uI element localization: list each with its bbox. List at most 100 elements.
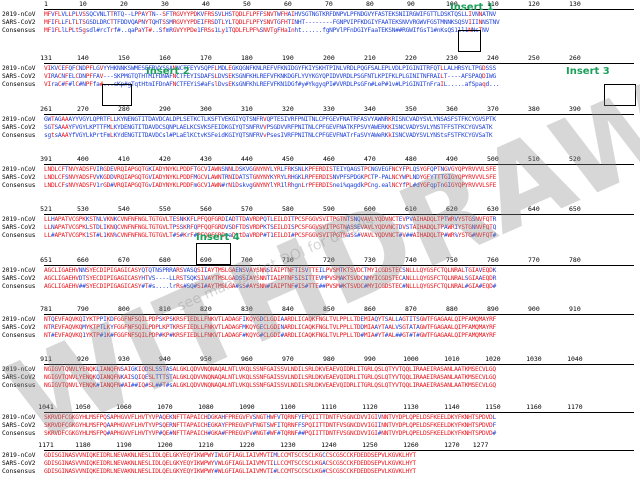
sequence-row: NTREVFAQVKQMYKTPTLKYFGGFNFSQILPDPLKPTKRS…	[44, 324, 497, 331]
sequence-row: LLHAPATVCGPKKSTNLVKNKCVNFNFNGLTGTGVLTESN…	[44, 216, 497, 223]
position-number: 1000	[403, 355, 419, 363]
position-number: 261	[40, 105, 52, 113]
position-number: 840	[282, 305, 294, 313]
position-number: 600	[364, 205, 376, 213]
position-number: 220	[405, 54, 417, 62]
position-number: 630	[487, 205, 499, 213]
position-number: 651	[40, 256, 52, 264]
position-number: 780	[569, 256, 581, 264]
position-number: 430	[200, 155, 212, 163]
position-number: 500	[487, 155, 499, 163]
position-number: 350	[405, 105, 417, 113]
sequence-row: LNDLCFSNVYADSFVVKGDDVRQIAPGQTGVIADYNYKLP…	[44, 174, 497, 181]
position-number: 830	[241, 305, 253, 313]
position-number: 1050	[75, 403, 91, 411]
sequence-label: Consensus	[2, 283, 36, 290]
position-number: 781	[40, 305, 52, 313]
position-number: 50	[242, 0, 251, 8]
alignment-block: 911 920 930 940 950 960 970 980 990 1000 1010 1020 1…	[0, 355, 640, 395]
position-number: 810	[159, 305, 171, 313]
position-number: 1230	[280, 441, 296, 449]
position-ruler	[44, 164, 634, 165]
position-number: 1070	[157, 403, 173, 411]
sequence-label: 2019-nCoV	[2, 11, 36, 18]
sequence-label: Consensus	[2, 332, 36, 339]
position-number: 1240	[321, 441, 337, 449]
position-ruler	[44, 9, 634, 10]
sequence-label: 2019-nCoV	[2, 414, 36, 421]
position-number: 160	[159, 54, 171, 62]
sequence-row: AGCLIGAEHVDTSYECDIPIGAGICASYHTVS----LLRS…	[44, 275, 497, 282]
position-number: 1277	[472, 441, 489, 449]
position-number: 580	[282, 205, 294, 213]
insert-2-label: Insert 2	[146, 66, 190, 77]
position-number: 890	[487, 305, 499, 313]
insert-3-box	[604, 84, 636, 106]
position-number: 1210	[198, 441, 214, 449]
position-number: 1250	[362, 441, 378, 449]
sequence-label: SARS-CoV2	[2, 374, 36, 381]
position-number: 740	[405, 256, 417, 264]
position-ruler	[44, 450, 634, 451]
position-number: 370	[487, 105, 499, 113]
position-number: 850	[323, 305, 335, 313]
position-number: 970	[282, 355, 294, 363]
position-number: 510	[528, 155, 540, 163]
position-number: 860	[364, 305, 376, 313]
position-ruler	[44, 364, 634, 365]
sequence-label: 2019-nCoV	[2, 316, 36, 323]
position-number: 820	[200, 305, 212, 313]
position-number: 300	[200, 105, 212, 113]
sequence-row: SKRVDFCGKGYHLMSFPQAAPHGVVFLHVTYVPSQERNFT…	[44, 422, 496, 429]
position-number: 1150	[485, 403, 501, 411]
position-number: 730	[364, 256, 376, 264]
sequence-row: SKRVDFCGKGYHLMSFPQSAPHGVVFLHVTYVPAQEKNFT…	[44, 414, 496, 421]
position-number: 770	[528, 256, 540, 264]
position-ruler	[44, 63, 634, 64]
position-number: 190	[282, 54, 294, 62]
position-number: 140	[77, 54, 89, 62]
position-ruler	[44, 412, 634, 413]
position-number: 480	[405, 155, 417, 163]
position-number: 420	[159, 155, 171, 163]
position-ruler	[44, 265, 634, 266]
position-number: 750	[446, 256, 458, 264]
position-ruler	[44, 314, 634, 315]
sequence-label: 2019-nCoV	[2, 216, 36, 223]
alignment-block: 261 270 280 290 300 310 320 330 340 350 360 370 380 3…	[0, 105, 640, 145]
position-number: 120	[528, 0, 540, 8]
position-number: 131	[40, 54, 52, 62]
alignment-block: 1171 1180 1190 1200 1210 1220 1230 1240 1250 1260…	[0, 441, 640, 481]
position-number: 1200	[157, 441, 173, 449]
position-number: 470	[364, 155, 376, 163]
position-number: 150	[118, 54, 130, 62]
position-number: 521	[40, 205, 52, 213]
position-number: 1010	[444, 355, 460, 363]
position-number: 391	[40, 155, 52, 163]
position-number: 60	[283, 0, 292, 8]
insert-4-label: Insert 4	[196, 232, 240, 243]
position-number: 110	[487, 0, 499, 8]
position-number: 360	[446, 105, 458, 113]
position-number: 950	[200, 355, 212, 363]
position-number: 100	[446, 0, 458, 8]
position-number: 1140	[444, 403, 460, 411]
alignment-block: 521 530 540 550 560 570 580 590 600 610 620 630 640 6…	[0, 205, 640, 245]
position-number: 530	[77, 205, 89, 213]
position-number: 610	[405, 205, 417, 213]
alignment-block: 391 400 410 420 430 440 450 460 470 480 490 500 510 5…	[0, 155, 640, 195]
alignment-block: 1 10 20 30 40 50 60 70 80 90 100 110 120 130 2019-nCoV…	[0, 0, 640, 40]
position-number: 20	[119, 0, 128, 8]
position-number: 870	[405, 305, 417, 313]
sequence-label: Consensus	[2, 232, 36, 239]
sequence-row: GWTAGAAAYYVGYLQPRTFLLKYNENGTITDAVDCALDPL…	[44, 116, 496, 123]
sequence-row: GDISGINASVVNIQKEIDRLNEVAKNLNESLIDLQELGKY…	[44, 468, 416, 475]
position-number: 650	[569, 205, 581, 213]
position-number: 710	[282, 256, 294, 264]
sequence-row: NGIGVTQNVLYENQK#IANQFN#AI##IQ#SL##T#sALG…	[44, 382, 496, 389]
position-number: 790	[77, 305, 89, 313]
sequence-label: SARS-CoV2	[2, 324, 36, 331]
position-number: 570	[241, 205, 253, 213]
position-number: 1171	[38, 441, 54, 449]
position-number: 680	[159, 256, 171, 264]
